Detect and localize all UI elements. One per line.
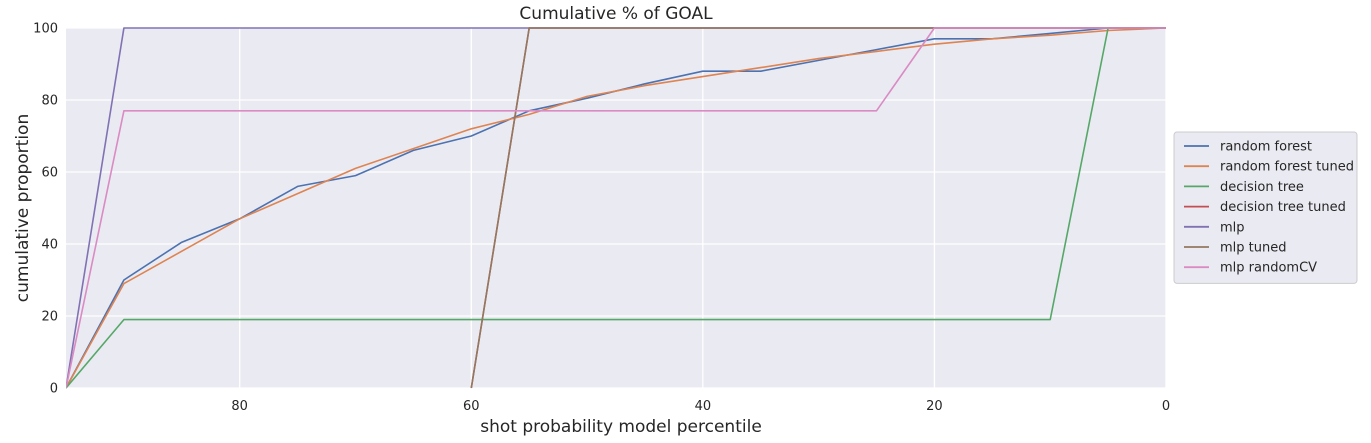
x-tick-label: 20: [926, 399, 943, 414]
x-tick-label: 80: [231, 399, 248, 414]
x-axis-label: shot probability model percentile: [480, 417, 762, 437]
y-tick-label: 80: [41, 94, 58, 109]
chart-title: Cumulative % of GOAL: [519, 4, 713, 24]
series-line-mlp-randomcv: [66, 27, 1166, 389]
y-tick-label: 20: [41, 310, 58, 325]
legend-label-decision-tree-tuned: decision tree tuned: [1220, 200, 1346, 215]
y-axis-ticks: 0 20 40 60 80 100: [33, 22, 58, 397]
x-axis-ticks: 80 60 40 20 0: [231, 399, 1170, 414]
x-tick-label: 60: [463, 399, 480, 414]
legend: random forest random forest tuned decision…: [1173, 131, 1358, 284]
legend-label-decision-tree: decision tree: [1220, 180, 1304, 195]
plot-area: [66, 28, 1166, 388]
series-lines: [66, 27, 1166, 389]
legend-label-mlp-randomcv: mlp randomCV: [1220, 261, 1317, 276]
y-tick-label: 40: [41, 238, 58, 253]
series-line-random-forest-tuned: [66, 27, 1166, 389]
y-tick-label: 100: [33, 22, 58, 37]
legend-label-random-forest-tuned: random forest tuned: [1220, 160, 1354, 175]
x-tick-label: 40: [695, 399, 712, 414]
y-tick-label: 60: [41, 166, 58, 181]
legend-label-mlp-tuned: mlp tuned: [1220, 241, 1287, 256]
legend-label-mlp: mlp: [1220, 220, 1245, 235]
legend-label-random-forest: random forest: [1220, 140, 1312, 155]
legend-box: [1173, 131, 1358, 284]
y-tick-label: 0: [50, 382, 58, 397]
x-tick-label: 0: [1162, 399, 1170, 414]
y-axis-label: cumulative proportion: [13, 114, 33, 302]
